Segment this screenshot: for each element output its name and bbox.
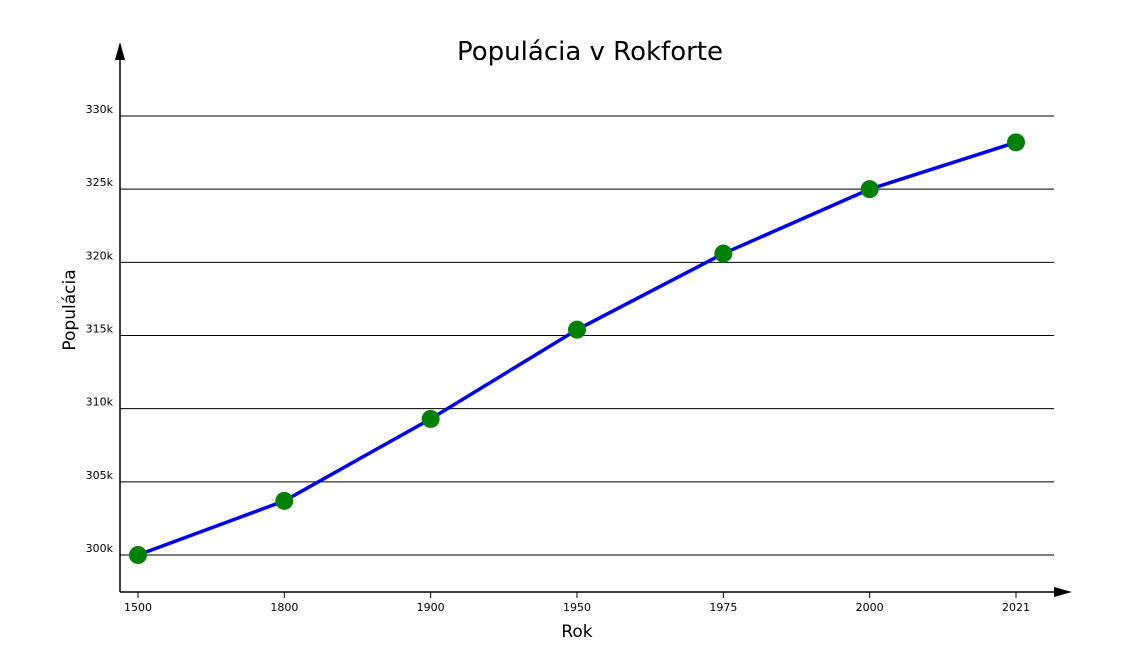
series-line [137,140,1017,557]
y-tick-label: 300k [86,542,114,555]
chart-title: Populácia v Rokforte [457,37,723,67]
x-axis-label: Rok [561,622,592,642]
y-tick-label: 320k [86,249,114,262]
data-point [421,409,440,428]
data-point [1007,133,1025,152]
x-tick-label: 1975 [709,601,737,614]
axes [115,42,1072,597]
y-tick-label: 305k [86,469,114,482]
x-axis-arrow-icon [1054,587,1072,597]
data-point [275,491,294,510]
data-points [129,133,1025,564]
data-point [129,546,147,564]
y-axis-arrow-icon [115,42,125,60]
x-tick-label: 1900 [417,601,445,614]
x-tick-label: 1800 [270,601,298,614]
y-tick-labels: 300k 305k 310k 315k 320k 325k 330k [86,103,114,555]
y-tick-label: 325k [86,176,114,189]
x-tick-label: 1500 [124,601,152,614]
x-tick-label: 1950 [563,601,591,614]
y-tick-label: 310k [86,396,114,409]
grid-lines [120,115,1054,556]
x-tick-label: 2021 [1002,601,1030,614]
y-tick-label: 330k [86,103,114,116]
x-ticks: 1500 1800 1900 1950 1975 2000 2021 [124,592,1030,614]
y-axis-label: Populácia [60,269,80,350]
y-tick-label: 315k [86,323,114,336]
data-point [568,320,586,339]
data-point [714,244,733,263]
x-tick-label: 2000 [856,601,884,614]
data-point [860,180,879,199]
